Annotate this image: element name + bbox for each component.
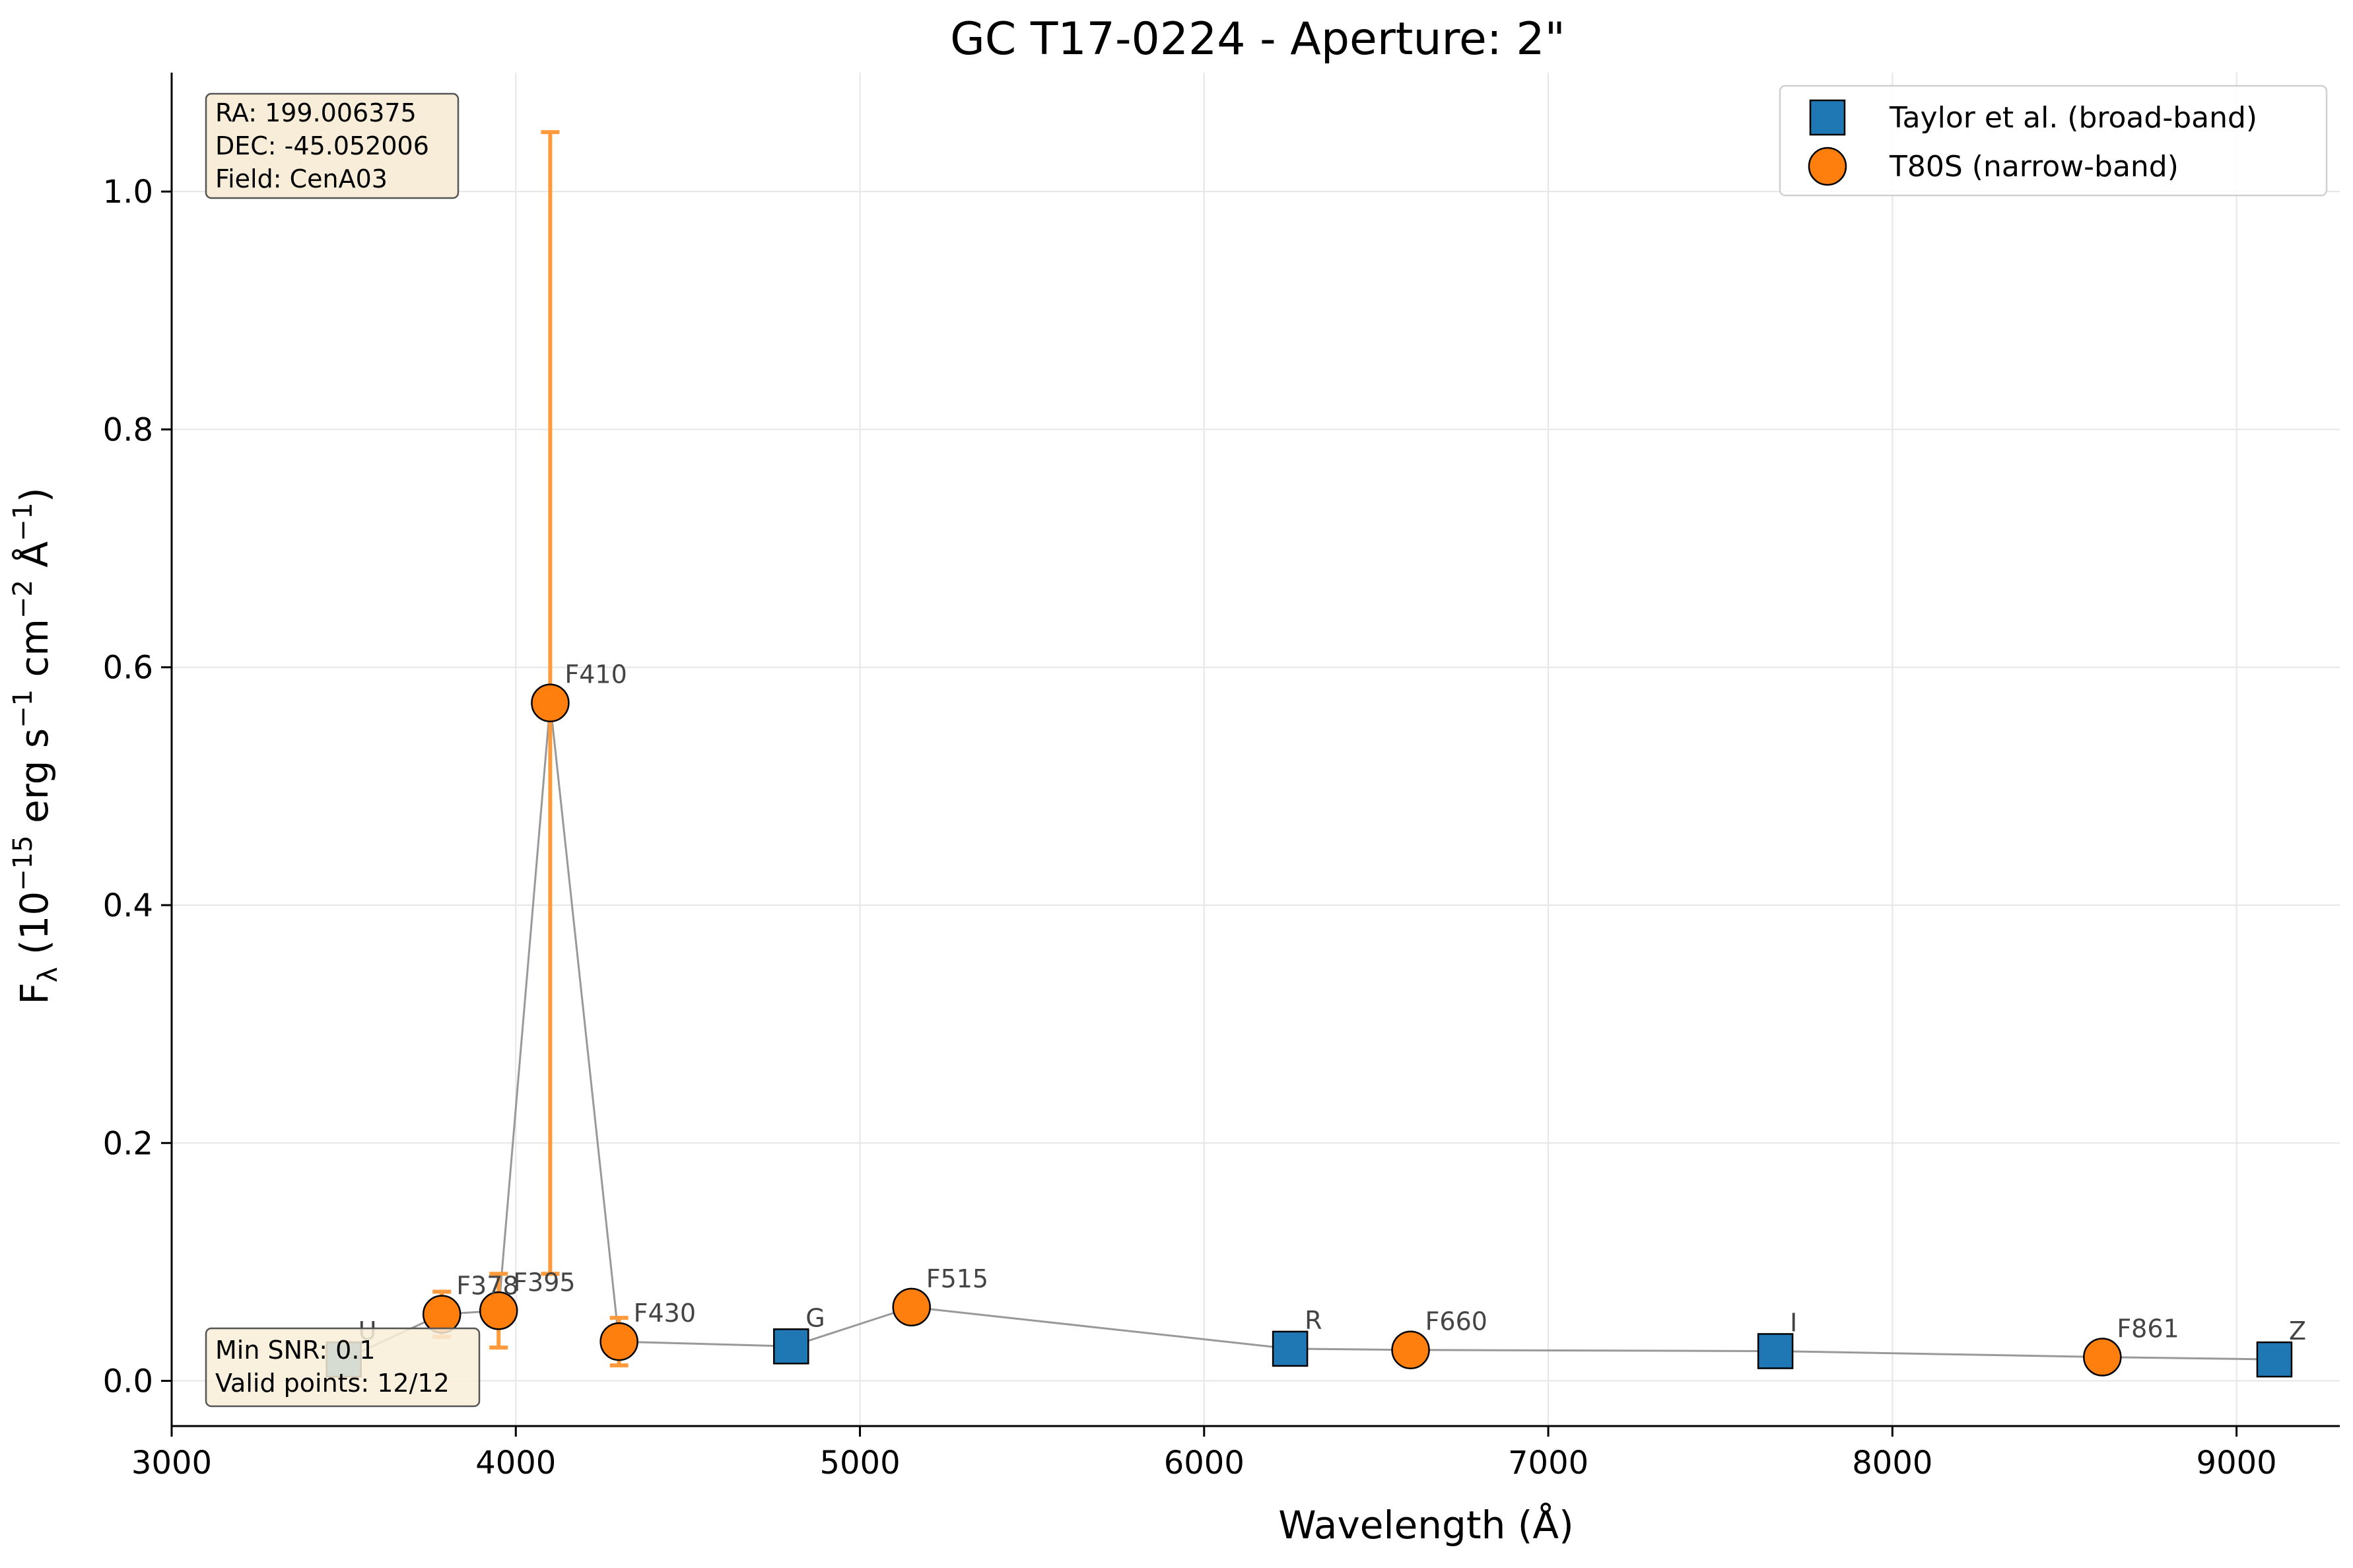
info-valid-points: Valid points: 12/12 <box>215 1369 450 1398</box>
marker-r <box>1272 1330 1309 1367</box>
info-dec: DEC: -45.052006 <box>215 131 429 160</box>
y-tick-label: 0.4 <box>103 887 153 924</box>
marker-f395 <box>479 1291 518 1330</box>
point-label-f861: F861 <box>2117 1314 2179 1344</box>
y-tick-label: 0.2 <box>103 1125 153 1162</box>
legend: Taylor et al. (broad-band) T80S (narrow-… <box>1779 85 2328 197</box>
point-labels: UGRIZF378F395F410F430F515F660F861 <box>358 660 2306 1346</box>
y-tick-label: 0.6 <box>103 650 153 687</box>
legend-square-marker <box>1809 99 1846 136</box>
marker-i <box>1757 1333 1794 1369</box>
data-markers <box>325 683 2293 1378</box>
marker-g <box>773 1328 809 1365</box>
point-label-f430: F430 <box>634 1299 696 1328</box>
info-box-quality: Min SNR: 0.1 Valid points: 12/12 <box>205 1327 481 1408</box>
info-ra: RA: 199.006375 <box>215 98 417 127</box>
x-tick-label: 5000 <box>819 1445 900 1482</box>
legend-label-broad-band: Taylor et al. (broad-band) <box>1889 101 2257 135</box>
info-min-snr: Min SNR: 0.1 <box>215 1336 376 1365</box>
marker-f861 <box>2083 1338 2122 1377</box>
info-box-coordinates: RA: 199.006375 DEC: -45.052006 Field: Ce… <box>205 92 460 199</box>
y-tick-label: 1.0 <box>103 174 153 211</box>
x-axis-label: Wavelength (Å) <box>1278 1502 1573 1548</box>
point-label-f515: F515 <box>926 1264 988 1293</box>
tick-labels: 3000 4000 5000 6000 7000 8000 9000 0.0 0.2 0.4 0.6… <box>103 174 2277 1482</box>
sed-line <box>343 702 2274 1361</box>
point-label-z: Z <box>2289 1316 2306 1346</box>
axes <box>161 73 2340 1437</box>
x-tick-label: 4000 <box>475 1445 556 1482</box>
y-tick-label: 0.8 <box>103 411 153 448</box>
point-label-f410: F410 <box>564 660 627 689</box>
y-tick-label: 0.0 <box>103 1363 153 1400</box>
connecting-line <box>343 702 2274 1361</box>
y-axis-label: Fλ (10−15 erg s−1 cm−2 Å−1) <box>8 487 63 1004</box>
point-label-i: I <box>1790 1309 1797 1338</box>
point-label-r: R <box>1305 1306 1322 1335</box>
legend-label-narrow-band: T80S (narrow-band) <box>1889 150 2179 184</box>
marker-f660 <box>1391 1330 1430 1369</box>
x-tick-label: 8000 <box>1852 1445 1932 1482</box>
marker-z <box>2256 1341 2293 1378</box>
point-label-f660: F660 <box>1425 1307 1487 1336</box>
x-tick-label: 9000 <box>2197 1445 2277 1482</box>
marker-f410 <box>531 683 570 722</box>
error-bars <box>432 130 629 1368</box>
legend-circle-marker <box>1808 147 1847 186</box>
marker-f378 <box>422 1295 461 1334</box>
x-tick-label: 7000 <box>1508 1445 1588 1482</box>
point-label-f395: F395 <box>513 1268 575 1297</box>
grid <box>171 73 2340 1426</box>
point-label-g: G <box>805 1303 825 1332</box>
point-label-f378: F378 <box>456 1272 518 1301</box>
x-tick-label: 3000 <box>131 1445 212 1482</box>
info-field: Field: CenA03 <box>215 164 388 193</box>
x-tick-label: 6000 <box>1164 1445 1245 1482</box>
chart-title: GC T17-0224 - Aperture: 2" <box>950 13 1565 65</box>
marker-f515 <box>892 1287 931 1327</box>
marker-f430 <box>599 1322 638 1361</box>
